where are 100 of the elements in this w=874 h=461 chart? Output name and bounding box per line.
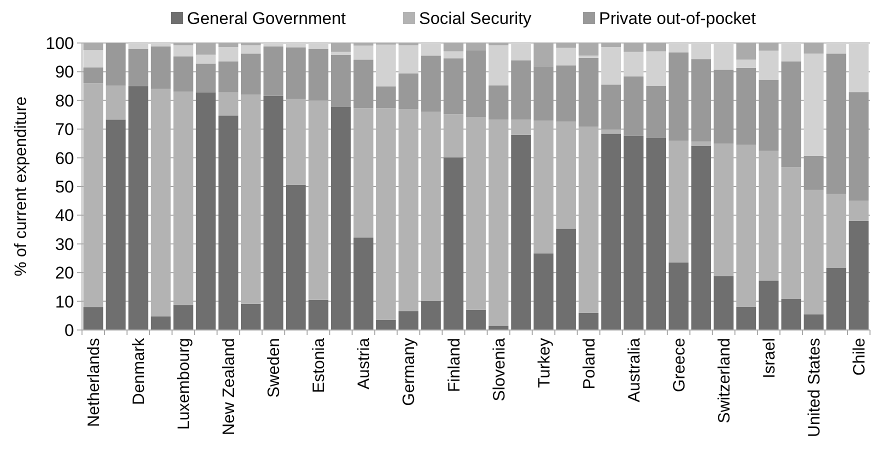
bar bbox=[286, 43, 306, 48]
bar bbox=[398, 45, 418, 74]
bar bbox=[286, 184, 306, 330]
bar bbox=[376, 86, 396, 108]
bar bbox=[646, 138, 666, 330]
bar bbox=[624, 52, 644, 76]
bar bbox=[286, 47, 306, 99]
bar bbox=[488, 45, 508, 86]
y-tick-label: 90 bbox=[55, 62, 74, 82]
y-tick-label: 100 bbox=[46, 34, 74, 53]
x-tick-label: Sweden bbox=[265, 338, 284, 398]
bar bbox=[354, 46, 374, 60]
bar bbox=[668, 43, 689, 52]
x-tick-label: United States bbox=[805, 338, 824, 438]
x-tick-label: Germany bbox=[400, 337, 418, 406]
bar bbox=[578, 58, 598, 127]
bar bbox=[173, 56, 194, 92]
bar bbox=[646, 51, 666, 86]
bar bbox=[331, 107, 351, 330]
y-tick-label: 0 bbox=[64, 320, 74, 340]
x-tick-label: Austria bbox=[355, 337, 374, 390]
bar bbox=[196, 64, 216, 92]
x-tick-label: Netherlands bbox=[85, 338, 104, 427]
bar bbox=[736, 60, 756, 68]
y-tick-label: 80 bbox=[55, 91, 74, 110]
x-tick-label: Australia bbox=[625, 337, 644, 402]
bar bbox=[601, 84, 621, 130]
bar bbox=[556, 65, 576, 122]
x-tick-label: Estonia bbox=[310, 337, 328, 394]
bar bbox=[556, 48, 576, 66]
bar bbox=[758, 50, 779, 80]
bar bbox=[691, 59, 712, 142]
y-axis-title: % of current expenditure bbox=[12, 96, 30, 276]
bar bbox=[691, 141, 712, 146]
bar bbox=[781, 43, 802, 62]
bar bbox=[173, 305, 194, 330]
bar bbox=[150, 316, 171, 330]
bar bbox=[240, 54, 261, 95]
y-tick-label: 60 bbox=[55, 148, 74, 168]
bar bbox=[240, 45, 261, 54]
bar bbox=[826, 268, 846, 330]
y-tick-label: 10 bbox=[55, 292, 74, 312]
bar bbox=[668, 262, 689, 330]
bar bbox=[804, 156, 824, 190]
bar bbox=[444, 51, 464, 58]
bar bbox=[421, 56, 441, 112]
bar bbox=[781, 299, 802, 330]
bar bbox=[466, 310, 486, 330]
bar bbox=[601, 130, 621, 134]
bar bbox=[714, 70, 734, 144]
bar bbox=[736, 68, 756, 145]
y-tick-label: 20 bbox=[55, 264, 74, 283]
bar bbox=[578, 312, 598, 330]
y-tick-label: 70 bbox=[55, 120, 74, 140]
bar bbox=[263, 46, 284, 96]
bar bbox=[376, 320, 396, 330]
bar bbox=[668, 52, 689, 141]
bar bbox=[691, 146, 712, 330]
bar bbox=[848, 220, 869, 330]
bar bbox=[534, 253, 554, 330]
bar bbox=[714, 43, 734, 70]
bar bbox=[83, 67, 104, 84]
bar bbox=[826, 43, 846, 54]
bar bbox=[601, 134, 621, 330]
x-tick-label: Greece bbox=[670, 338, 688, 392]
bar bbox=[263, 96, 284, 330]
bar bbox=[714, 276, 734, 330]
bar bbox=[331, 54, 351, 107]
bar bbox=[444, 158, 464, 330]
bar bbox=[826, 54, 846, 194]
bar bbox=[354, 238, 374, 330]
legend-label: General Government bbox=[187, 8, 346, 28]
bar bbox=[150, 46, 171, 89]
bar bbox=[240, 304, 261, 330]
bar bbox=[196, 54, 216, 64]
x-tick-label: Chile bbox=[850, 338, 869, 376]
bar bbox=[398, 311, 418, 330]
bar bbox=[376, 44, 396, 86]
bar bbox=[106, 120, 126, 330]
legend-label: Private out-of-pocket bbox=[599, 8, 756, 28]
bar bbox=[804, 314, 824, 330]
bar bbox=[263, 43, 284, 46]
bar bbox=[421, 43, 441, 56]
x-tick-label: Finland bbox=[445, 338, 464, 392]
bar bbox=[511, 60, 531, 120]
bar bbox=[83, 307, 104, 330]
bar bbox=[308, 48, 328, 100]
bar bbox=[624, 136, 644, 330]
bar bbox=[488, 326, 508, 330]
bar bbox=[354, 60, 374, 108]
x-tick-label: New Zealand bbox=[220, 338, 238, 436]
bar bbox=[331, 52, 351, 55]
legend-label: Social Security bbox=[419, 8, 532, 28]
bar bbox=[218, 116, 238, 330]
bar bbox=[128, 43, 148, 49]
bar bbox=[488, 85, 508, 120]
bar bbox=[624, 76, 644, 136]
bar bbox=[511, 134, 531, 330]
bar bbox=[218, 47, 238, 62]
bar bbox=[398, 73, 418, 110]
